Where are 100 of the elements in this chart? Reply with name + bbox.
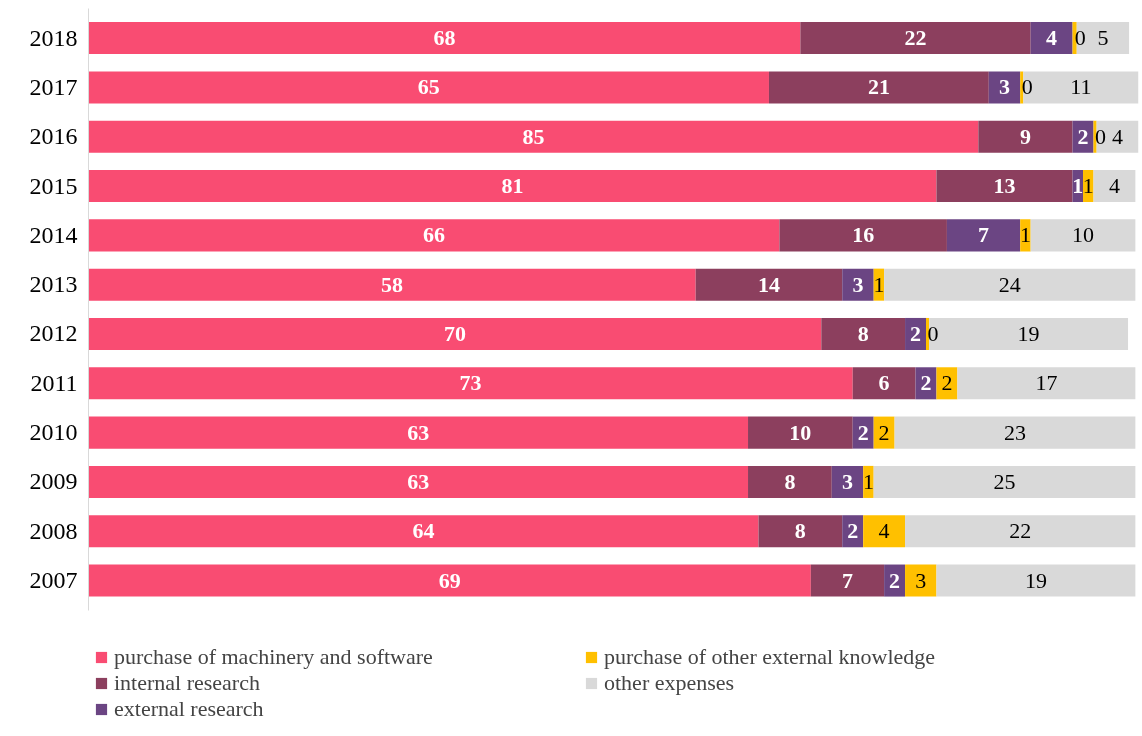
bar: [88, 564, 811, 597]
data-label: 8: [794, 518, 806, 544]
data-label: 21: [867, 74, 890, 100]
data-label: 1: [1019, 222, 1031, 248]
bar: [946, 219, 1021, 252]
bar: [842, 268, 874, 301]
data-label: 5: [1097, 25, 1109, 51]
bar: [768, 71, 989, 104]
y-tick-label: 2016: [29, 123, 78, 150]
legend-label: purchase of machinery and software: [114, 644, 434, 670]
data-label: 25: [993, 468, 1016, 494]
data-label: 19: [1024, 567, 1047, 593]
data-label: 2: [910, 320, 922, 346]
data-label: 22: [904, 25, 927, 51]
y-tick-label: 2018: [29, 24, 78, 51]
data-label: 3: [852, 271, 864, 297]
data-label: 63: [407, 468, 430, 494]
bar: [873, 465, 1136, 498]
y-tick-label: 2015: [29, 172, 78, 199]
bar: [873, 416, 895, 449]
data-label: 24: [998, 271, 1021, 297]
data-label: 11: [1070, 74, 1092, 100]
data-label: 3: [915, 567, 927, 593]
bar: [800, 22, 1031, 55]
bar: [758, 515, 843, 548]
data-label: 10: [1072, 222, 1095, 248]
bar: [88, 367, 853, 400]
y-tick-label: 2011: [30, 369, 78, 396]
bar: [957, 367, 1136, 400]
bar: [863, 515, 906, 548]
bar: [1093, 120, 1097, 153]
data-label: 4: [1112, 123, 1124, 149]
data-label: 13: [993, 173, 1016, 199]
data-label: 8: [857, 320, 869, 346]
y-tick-label: 2017: [29, 73, 78, 100]
bar: [929, 317, 1129, 351]
data-label: 1: [1072, 173, 1084, 199]
data-label: 63: [407, 419, 430, 445]
legend-label: other expenses: [604, 670, 736, 696]
data-label: 69: [438, 567, 461, 593]
data-label: 64: [412, 518, 435, 544]
y-tick-label: 2014: [29, 221, 78, 248]
data-label: 17: [1035, 370, 1058, 396]
bar: [88, 170, 937, 203]
y-tick-label: 2009: [29, 468, 78, 495]
data-label: 9: [1019, 123, 1031, 149]
bar: [88, 71, 769, 104]
bar: [88, 22, 801, 55]
data-label: 68: [433, 25, 456, 51]
data-label: 4: [878, 518, 890, 544]
bar: [905, 515, 1136, 548]
bar: [936, 367, 958, 400]
data-label: 19: [1017, 320, 1040, 346]
bar: [1093, 170, 1136, 203]
bar: [905, 564, 937, 597]
data-label: 4: [1046, 25, 1058, 51]
data-label: 85: [522, 123, 545, 149]
data-label: 66: [422, 222, 445, 248]
data-label: 16: [852, 222, 875, 248]
legend-label: internal research: [114, 670, 261, 696]
data-label: 65: [417, 74, 440, 100]
bar: [88, 268, 696, 301]
data-label: 8: [784, 468, 796, 494]
bar: [779, 219, 947, 252]
bar: [1030, 219, 1136, 252]
data-label: 1: [873, 271, 885, 297]
y-tick-label: 2010: [29, 419, 78, 446]
data-label: 2: [1077, 123, 1089, 149]
y-tick-label: 2007: [29, 567, 78, 594]
bar: [1076, 22, 1130, 55]
data-label: 2: [847, 518, 859, 544]
data-label: 3: [999, 74, 1010, 100]
bar: [894, 416, 1136, 449]
bar: [88, 416, 749, 449]
data-label: 58: [381, 271, 404, 297]
data-label: 81: [501, 173, 524, 199]
data-label: 1: [1082, 173, 1094, 199]
bar: [88, 465, 749, 498]
bar: [884, 268, 1136, 301]
data-label: 7: [978, 222, 990, 248]
bar: [936, 564, 1136, 597]
data-label: 4: [1108, 173, 1120, 199]
data-label: 7: [841, 567, 853, 593]
legend-label: purchase of other external knowledge: [604, 644, 937, 670]
data-label: 2: [920, 370, 932, 396]
bar: [852, 367, 916, 400]
data-label: 2: [857, 419, 869, 445]
y-tick-label: 2008: [29, 517, 78, 544]
data-label: 23: [1003, 419, 1026, 445]
legend-label: external research: [114, 696, 265, 722]
data-label: 10: [789, 419, 812, 445]
bar: [695, 268, 843, 301]
bar: [978, 120, 1073, 153]
bar: [88, 515, 759, 548]
bar: [88, 317, 822, 351]
data-label: 2: [889, 567, 901, 593]
data-label: 0: [1095, 123, 1107, 149]
bar: [936, 170, 1073, 203]
bar: [88, 120, 979, 153]
data-label: 6: [878, 370, 890, 396]
